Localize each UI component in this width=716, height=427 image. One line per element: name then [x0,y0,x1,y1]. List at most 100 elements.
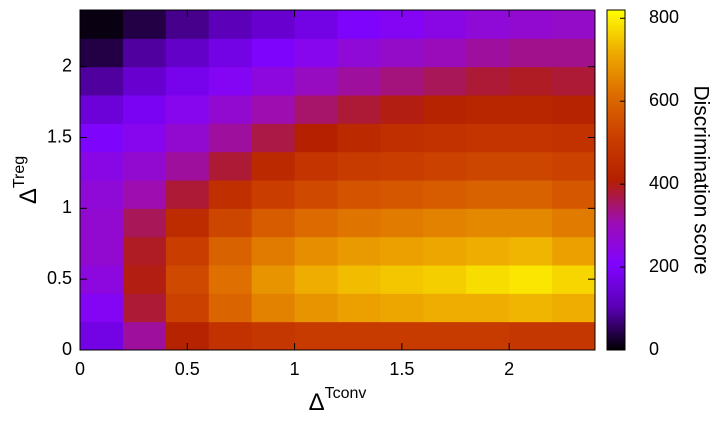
heat-cell [122,180,167,209]
heat-cell [380,236,424,266]
heat-cell [165,95,210,124]
y-axis-label-sup: Treg [11,156,28,188]
heat-cell [165,208,210,238]
heat-cell [466,293,510,323]
heat-cell [122,236,167,266]
heat-cell [80,151,124,181]
heat-cell [251,180,296,209]
heat-cell [466,95,510,124]
heat-cell [122,10,167,39]
heat-cell [380,95,424,124]
heat-cell [466,151,510,181]
heat-cell [423,151,467,181]
heat-cell [337,208,381,238]
y-tick-label: 1.5 [47,126,72,146]
heat-cell [208,265,253,294]
heat-cell [122,208,167,238]
x-tick-label: 1 [290,359,300,379]
heat-cell [251,236,296,266]
heat-cell [80,265,124,294]
colorbar-tick-label: 400 [649,173,679,193]
colorbar [606,9,626,351]
heat-cell [208,151,253,181]
heat-cell [294,10,338,39]
heat-cell [251,293,296,323]
heat-cell [251,10,296,39]
heat-cell [294,151,338,181]
heat-cell [165,66,210,96]
heat-cell [208,293,253,323]
heat-cell [208,10,253,39]
heat-cell [122,66,167,96]
y-axis-label-base: Δ [15,188,42,204]
heat-cell [251,151,296,181]
heat-cell [423,38,467,68]
heat-cell [122,321,167,351]
heat-cell [80,38,124,68]
heat-cell [208,236,253,266]
heat-cell [80,293,124,323]
heat-cell [423,293,467,323]
heat-cell [80,123,124,153]
heat-cell [552,151,596,181]
heat-cell [80,10,124,39]
heat-cell [337,151,381,181]
heat-cell [251,95,296,124]
heat-cell [466,321,510,351]
heat-cell [423,66,467,96]
heat-cell [380,265,424,294]
x-tick-label: 0.5 [175,359,200,379]
heat-cell [423,208,467,238]
colorbar-tick-label: 0 [649,339,659,359]
heat-cell [122,123,167,153]
heat-cell [423,10,467,39]
colorbar-tick-label: 800 [649,7,679,27]
heat-cell [165,151,210,181]
heat-cell [423,236,467,266]
heat-cell [466,265,510,294]
heat-cell [337,10,381,39]
heat-cell [552,10,596,39]
colorbar-label: Discrimination score [689,85,712,274]
x-tick-label: 2 [504,359,514,379]
heat-cell [423,95,467,124]
heat-cell [466,236,510,266]
heat-cell [294,66,338,96]
heat-cell [208,180,253,209]
heat-cell [251,66,296,96]
heat-cell [337,265,381,294]
heat-cell [552,95,596,124]
heat-cell [208,66,253,96]
heat-cell [122,151,167,181]
heat-cell [423,321,467,351]
heat-cell [552,236,596,266]
heat-cell [380,180,424,209]
heat-cell [337,123,381,153]
heat-cell [509,151,553,181]
heat-cell [122,38,167,68]
heat-cell [380,123,424,153]
heat-cell [165,123,210,153]
heat-cell [509,208,553,238]
heat-cell [294,38,338,68]
heat-cell [466,38,510,68]
heat-cell [337,95,381,124]
heat-cell [122,265,167,294]
heat-cell [337,236,381,266]
heat-cell [294,265,338,294]
heat-cell [80,321,124,351]
heat-cell [294,123,338,153]
y-tick-label: 1 [62,197,72,217]
y-tick-label: 0 [62,339,72,359]
heat-cell [380,208,424,238]
heat-cell [380,151,424,181]
heat-cell [509,95,553,124]
heat-cell [294,208,338,238]
heat-cell [251,38,296,68]
heat-cell [423,180,467,209]
y-axis-label: ΔTreg [11,156,42,204]
y-tick-label: 2 [62,55,72,75]
heat-cell [122,293,167,323]
heat-cell [509,66,553,96]
